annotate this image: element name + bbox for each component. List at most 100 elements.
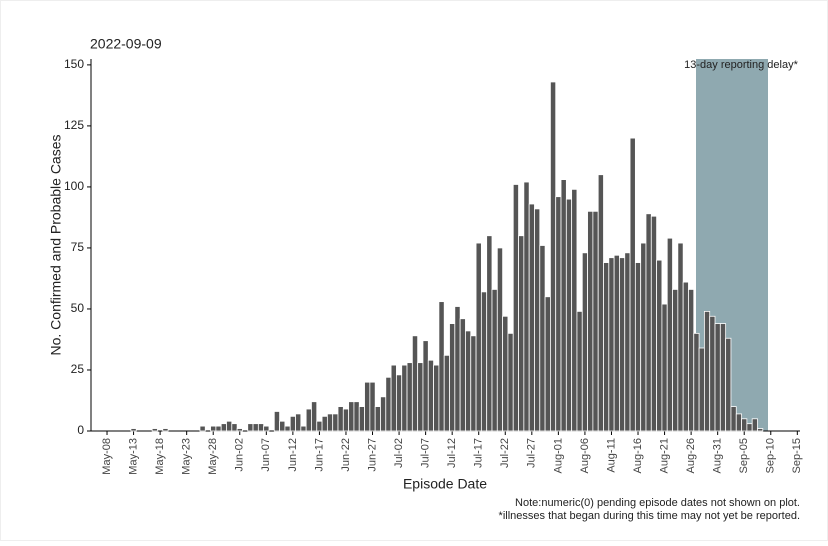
bar bbox=[735, 413, 742, 432]
chart-title: 2022-09-09 bbox=[90, 36, 162, 52]
y-tick-label: 50 bbox=[71, 301, 85, 315]
bar bbox=[337, 406, 344, 432]
x-tick-label: Jul-22 bbox=[499, 438, 511, 468]
bar bbox=[396, 374, 403, 432]
x-tick-label: Aug-26 bbox=[685, 438, 697, 473]
bar bbox=[364, 381, 371, 432]
y-tick-label: 25 bbox=[71, 362, 85, 376]
x-tick-label: Aug-11 bbox=[605, 438, 617, 473]
bar bbox=[151, 428, 158, 432]
bar bbox=[353, 401, 360, 432]
annotation: 13-day reporting delay* bbox=[684, 59, 798, 71]
bar bbox=[703, 311, 711, 432]
bar bbox=[210, 425, 217, 432]
bar bbox=[215, 425, 222, 432]
bar bbox=[459, 318, 466, 432]
y-tick-label: 150 bbox=[64, 57, 84, 71]
x-tick-label: Jul-27 bbox=[526, 438, 538, 468]
bar bbox=[512, 184, 519, 432]
bar bbox=[709, 315, 716, 432]
bar bbox=[130, 428, 137, 432]
bar bbox=[427, 359, 434, 432]
bar bbox=[470, 335, 477, 432]
bar bbox=[257, 423, 265, 432]
bar bbox=[597, 174, 604, 432]
bar bbox=[730, 406, 737, 432]
bar bbox=[571, 188, 578, 432]
bar bbox=[406, 362, 413, 432]
bar bbox=[236, 428, 243, 432]
bar bbox=[342, 408, 350, 432]
bar bbox=[226, 420, 233, 432]
bar bbox=[603, 262, 610, 432]
x-tick-label: Sep-15 bbox=[791, 438, 803, 473]
bar bbox=[438, 301, 445, 432]
bar bbox=[273, 411, 280, 432]
bar bbox=[624, 252, 631, 432]
x-tick-label: Jun-17 bbox=[313, 438, 325, 472]
x-tick-label: Aug-01 bbox=[552, 438, 564, 473]
bar bbox=[523, 181, 530, 432]
bar bbox=[380, 396, 387, 432]
bar bbox=[305, 408, 312, 432]
bar bbox=[247, 423, 254, 432]
x-tick-label: Sep-10 bbox=[765, 438, 777, 473]
x-tick-label: Jul-07 bbox=[420, 438, 432, 468]
bar bbox=[433, 364, 440, 432]
x-tick-label: May-08 bbox=[101, 438, 113, 475]
bar bbox=[411, 335, 419, 432]
bar bbox=[565, 198, 573, 432]
bar bbox=[698, 347, 705, 432]
y-tick-label: 0 bbox=[77, 423, 84, 437]
bar bbox=[634, 262, 642, 432]
bar bbox=[199, 425, 206, 432]
x-tick-label: May-18 bbox=[154, 438, 166, 475]
bar bbox=[587, 210, 594, 432]
bar bbox=[443, 354, 450, 432]
bar bbox=[385, 376, 392, 432]
bar bbox=[401, 364, 408, 432]
bar bbox=[486, 235, 493, 432]
x-tick-label: Aug-31 bbox=[712, 438, 724, 473]
x-tick-label: May-28 bbox=[207, 438, 219, 475]
y-tick-label: 100 bbox=[64, 179, 84, 193]
bar bbox=[682, 281, 689, 432]
bar bbox=[576, 311, 583, 432]
x-tick-label: Jul-12 bbox=[446, 438, 458, 468]
bar bbox=[672, 289, 679, 432]
note: *illnesses that began during this time m… bbox=[499, 510, 800, 522]
bar bbox=[454, 306, 461, 432]
bar bbox=[656, 259, 663, 432]
bar bbox=[348, 401, 355, 432]
y-tick-label: 125 bbox=[64, 118, 84, 132]
bar bbox=[608, 257, 615, 432]
x-tick-label: Jul-17 bbox=[473, 438, 485, 468]
bar bbox=[491, 289, 498, 432]
bar bbox=[374, 406, 381, 432]
bar bbox=[475, 242, 482, 432]
bar bbox=[741, 418, 748, 432]
x-tick-label: Jun-27 bbox=[366, 438, 378, 472]
bar bbox=[252, 423, 259, 432]
bar bbox=[645, 213, 652, 432]
bar bbox=[640, 242, 647, 432]
y-tick-label: 75 bbox=[71, 240, 85, 254]
bar bbox=[719, 323, 727, 432]
bar bbox=[162, 428, 169, 432]
x-axis-label: Episode Date bbox=[403, 476, 487, 492]
bar bbox=[369, 381, 376, 432]
bar bbox=[417, 362, 424, 432]
x-tick-label: Aug-21 bbox=[658, 438, 670, 473]
note: Note:numeric(0) pending episode dates no… bbox=[515, 497, 800, 509]
bar bbox=[746, 423, 753, 432]
bar bbox=[390, 364, 397, 432]
x-tick-label: Aug-16 bbox=[632, 438, 644, 473]
x-tick-label: Jun-02 bbox=[234, 438, 246, 472]
bar bbox=[321, 415, 328, 432]
bar bbox=[358, 406, 365, 432]
bar bbox=[316, 420, 323, 432]
x-tick-label: Jun-12 bbox=[287, 438, 299, 472]
bar bbox=[231, 423, 238, 432]
